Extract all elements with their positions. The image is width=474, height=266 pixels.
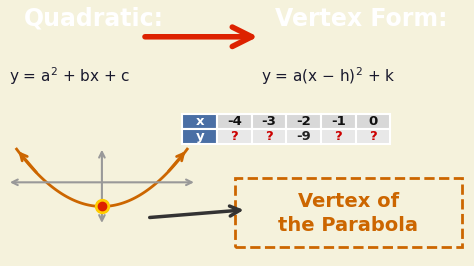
Text: -1: -1	[331, 115, 346, 128]
FancyBboxPatch shape	[217, 114, 252, 129]
FancyBboxPatch shape	[182, 129, 217, 144]
Text: ?: ?	[334, 130, 342, 143]
Text: x: x	[196, 115, 204, 128]
FancyBboxPatch shape	[217, 129, 252, 144]
Text: Vertex of: Vertex of	[298, 192, 399, 211]
Text: Quadratic:: Quadratic:	[24, 7, 164, 31]
Text: -3: -3	[262, 115, 276, 128]
FancyBboxPatch shape	[286, 114, 321, 129]
FancyBboxPatch shape	[235, 178, 462, 247]
FancyBboxPatch shape	[356, 129, 390, 144]
Text: ?: ?	[265, 130, 273, 143]
FancyBboxPatch shape	[182, 114, 217, 129]
FancyBboxPatch shape	[252, 114, 286, 129]
FancyBboxPatch shape	[321, 129, 356, 144]
FancyBboxPatch shape	[286, 129, 321, 144]
Text: -4: -4	[227, 115, 242, 128]
Text: 0: 0	[368, 115, 377, 128]
FancyBboxPatch shape	[356, 114, 390, 129]
Text: ?: ?	[369, 130, 377, 143]
Text: -2: -2	[296, 115, 311, 128]
Text: y: y	[195, 130, 204, 143]
Text: y = a$^2$ + bx + c: y = a$^2$ + bx + c	[9, 65, 131, 86]
Text: y = a(x $-$ h)$^2$ + k: y = a(x $-$ h)$^2$ + k	[261, 65, 395, 86]
FancyBboxPatch shape	[252, 129, 286, 144]
FancyBboxPatch shape	[321, 114, 356, 129]
Text: -9: -9	[296, 130, 311, 143]
Text: Vertex Form:: Vertex Form:	[275, 7, 447, 31]
Text: the Parabola: the Parabola	[278, 216, 419, 235]
Text: ?: ?	[230, 130, 238, 143]
